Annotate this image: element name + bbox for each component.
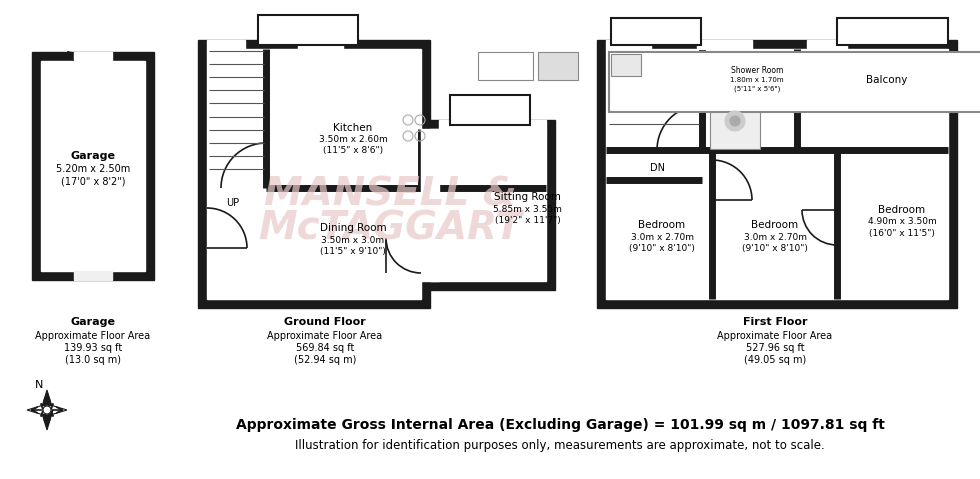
Polygon shape [47,404,67,416]
Bar [609,52,980,112]
Text: (19'2" x 11'7"): (19'2" x 11'7") [495,217,561,226]
Text: Bedroom: Bedroom [752,220,799,230]
Text: (9'10" x 8'10"): (9'10" x 8'10") [742,243,808,252]
Text: 569.84 sq ft: 569.84 sq ft [296,343,354,353]
Text: 3.0m x 2.70m: 3.0m x 2.70m [744,232,807,241]
Polygon shape [41,410,53,430]
Text: MANSELL &: MANSELL & [264,176,516,214]
Bar [478,52,533,80]
Text: 5.20m x 2.50m: 5.20m x 2.50m [56,164,130,174]
Text: (49.05 sq m): (49.05 sq m) [744,355,807,365]
Text: (52.94 sq m): (52.94 sq m) [294,355,356,365]
Bar [74,271,112,280]
Text: Approximate Gross Internal Area (Excluding Garage) = 101.99 sq m / 1097.81 sq ft: Approximate Gross Internal Area (Excludi… [235,418,884,432]
Text: (5'11" x 5'6"): (5'11" x 5'6") [734,86,780,92]
Bar [606,40,651,49]
Text: 4.90m x 3.50m: 4.90m x 3.50m [867,217,936,227]
Text: UP: UP [226,198,239,208]
Text: 3.0m x 2.70m: 3.0m x 2.70m [630,232,694,241]
Bar [597,40,957,308]
Text: Bedroom: Bedroom [878,205,925,215]
Text: Approximate Floor Area: Approximate Floor Area [268,331,382,341]
Polygon shape [41,390,53,410]
Bar [611,18,701,45]
Bar [710,94,760,149]
Text: Sitting Room: Sitting Room [494,192,561,202]
Text: 5.85m x 3.55m: 5.85m x 3.55m [493,205,562,214]
Bar [606,49,948,299]
Text: Garage: Garage [71,151,116,161]
Bar [207,40,245,49]
Text: Shower Room: Shower Room [731,66,783,75]
Text: 3.50m x 3.0m: 3.50m x 3.0m [321,236,384,244]
Text: 527.96 sq ft: 527.96 sq ft [746,343,805,353]
Text: First Floor: First Floor [743,317,808,327]
Polygon shape [27,404,47,416]
Circle shape [730,116,740,126]
Bar [807,40,847,49]
Text: N: N [34,380,43,390]
Text: Ground Floor: Ground Floor [284,317,366,327]
Bar [697,40,752,49]
Bar [41,61,145,271]
Text: Kitchen: Kitchen [333,123,372,133]
Text: (11'5" x 8'6"): (11'5" x 8'6") [323,147,383,156]
Text: Bedroom: Bedroom [638,220,686,230]
Text: McTAGGART: McTAGGART [258,209,522,247]
Bar [298,40,343,49]
Bar [421,129,439,281]
Text: Balcony: Balcony [866,75,907,85]
Bar [707,54,729,82]
Bar [32,52,154,280]
Text: 1.80m x 1.70m: 1.80m x 1.70m [730,77,784,83]
Text: 3.50m x 2.60m: 3.50m x 2.60m [318,136,387,145]
Text: Approximate Floor Area: Approximate Floor Area [35,331,151,341]
Circle shape [43,406,51,414]
Bar [258,15,358,45]
Text: 139.93 sq ft: 139.93 sq ft [64,343,122,353]
Text: (17'0" x 8'2"): (17'0" x 8'2") [61,176,125,186]
Bar [430,120,555,290]
Text: (13.0 sq m): (13.0 sq m) [65,355,121,365]
Bar [439,120,546,129]
Text: Illustration for identification purposes only, measurements are approximate, not: Illustration for identification purposes… [295,440,825,453]
Bar [538,52,578,80]
Bar [837,18,948,45]
Bar [611,54,641,76]
Text: Approximate Floor Area: Approximate Floor Area [717,331,833,341]
Bar [450,95,530,125]
Bar [74,52,112,61]
Text: Garage: Garage [71,317,116,327]
Bar [430,129,546,281]
Text: (9'10" x 8'10"): (9'10" x 8'10") [629,243,695,252]
Text: DN: DN [650,163,664,173]
Text: (11'5" x 9'10"): (11'5" x 9'10") [320,247,386,255]
Text: Dining Room: Dining Room [319,223,386,233]
Bar [198,40,430,308]
Text: (16'0" x 11'5"): (16'0" x 11'5") [869,228,935,238]
Circle shape [725,111,745,131]
Bar [207,49,421,299]
